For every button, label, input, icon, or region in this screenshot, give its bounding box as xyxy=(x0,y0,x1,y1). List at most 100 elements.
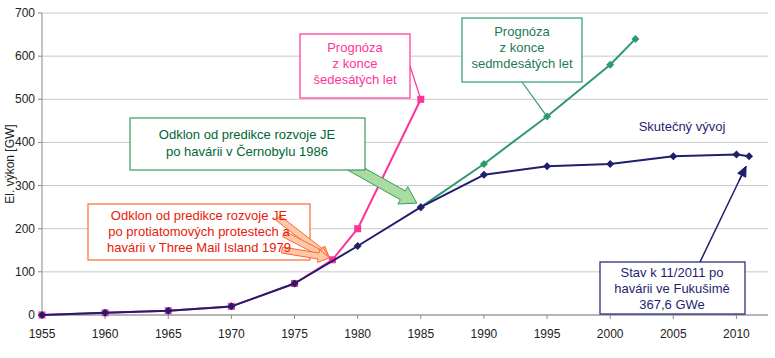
grid-line xyxy=(42,99,768,100)
marker xyxy=(480,171,488,179)
series-label-line: Prognóza xyxy=(327,40,383,55)
chart: 0 100 200 300 400 500 600 700 1955 1960 1965 1970 19… xyxy=(0,0,775,358)
series-label-line: z konce xyxy=(333,56,378,71)
marker xyxy=(543,162,551,170)
grid-line xyxy=(42,315,768,316)
y-tick-label: 400 xyxy=(15,135,35,149)
y-axis-label: El. výkon [GW] xyxy=(3,124,17,203)
series-label-line: sedmdesátých let xyxy=(471,56,573,71)
x-tick xyxy=(294,315,295,319)
x-tick xyxy=(420,315,421,319)
annotation-line: Odklon od predikce rozvoje JE xyxy=(159,127,336,142)
marker xyxy=(102,309,109,316)
annotation-line: po havárii v Černobylu 1986 xyxy=(166,144,328,159)
callout-connector xyxy=(522,82,547,117)
x-tick xyxy=(736,315,737,319)
marker xyxy=(38,311,46,319)
callout-connector xyxy=(700,166,746,262)
annotation: Odklon od predikce rozvoje JE po havárii … xyxy=(159,127,336,159)
series-label-line: Skutečný vývoj xyxy=(639,119,726,134)
x-tick-label: 1980 xyxy=(344,327,371,341)
callout-box xyxy=(462,18,582,82)
x-tick-label: 1985 xyxy=(407,327,434,341)
marker xyxy=(291,280,299,288)
y-tick xyxy=(38,13,42,14)
y-tick-label: 600 xyxy=(15,49,35,63)
series-label: Prognózaz koncesedmdesátých let xyxy=(471,24,573,71)
y-tick-label: 300 xyxy=(15,179,35,193)
y-tick xyxy=(38,142,42,143)
marker xyxy=(101,309,109,317)
x-tick xyxy=(610,315,611,319)
marker xyxy=(606,160,614,168)
marker xyxy=(165,307,172,314)
callout-box xyxy=(130,118,365,170)
y-tick-label: 500 xyxy=(15,92,35,106)
callout-box xyxy=(88,204,310,260)
marker xyxy=(354,225,361,232)
x-tick xyxy=(547,315,548,319)
grid-line xyxy=(42,13,768,14)
annotation-line: Odklon od predikce rozvoje JE xyxy=(111,208,288,223)
x-tick xyxy=(168,315,169,319)
y-axis xyxy=(42,13,43,315)
marker xyxy=(745,152,753,160)
x-tick-label: 1960 xyxy=(92,327,119,341)
y-tick-label: 0 xyxy=(28,308,35,322)
callout-box xyxy=(300,34,410,98)
plot-area xyxy=(38,35,753,319)
annotation-line: 367,6 GWe xyxy=(639,297,705,312)
x-tick-label: 1970 xyxy=(218,327,245,341)
annotation-line: Stav k 11/2011 po xyxy=(621,265,724,280)
callout-arrow xyxy=(738,166,746,181)
x-tick-label: 1990 xyxy=(471,327,498,341)
marker xyxy=(39,312,46,319)
marker xyxy=(480,160,488,168)
x-tick-label: 1955 xyxy=(29,327,56,341)
x-tick xyxy=(357,315,358,319)
y-tick xyxy=(38,56,42,57)
callout-box xyxy=(600,262,745,314)
marker xyxy=(417,203,425,211)
y-tick-label: 200 xyxy=(15,222,35,236)
x-tick-label: 2010 xyxy=(723,327,750,341)
y-tick xyxy=(38,271,42,272)
x-tick xyxy=(673,315,674,319)
marker xyxy=(631,35,639,43)
x-tick xyxy=(483,315,484,319)
y-tick xyxy=(38,99,42,100)
y-tick-label: 700 xyxy=(15,6,35,20)
series-line xyxy=(421,39,636,207)
marker xyxy=(228,303,235,310)
marker xyxy=(669,152,677,160)
series-line xyxy=(42,155,749,316)
annotation: Stav k 11/2011 pohavárii ve Fukušimě367,… xyxy=(614,265,730,312)
series-label-line: z konce xyxy=(500,40,545,55)
x-tick xyxy=(231,315,232,319)
x-tick-label: 1995 xyxy=(534,327,561,341)
annotation-line: havárii v Three Mail Island 1979 xyxy=(107,240,291,255)
annotation: Odklon od predikce rozvoje JEpo protiato… xyxy=(107,208,291,255)
series-label: Prognózaz koncešedesátých let xyxy=(313,40,396,87)
grid-line xyxy=(42,185,768,186)
marker xyxy=(732,151,740,159)
y-tick xyxy=(38,228,42,229)
marker xyxy=(606,61,614,69)
callout-connector xyxy=(410,66,421,99)
x-axis xyxy=(42,315,768,316)
x-tick-label: 2000 xyxy=(597,327,624,341)
x-tick-label: 1975 xyxy=(281,327,308,341)
series-label-line: šedesátých let xyxy=(313,72,396,87)
annotation-line: po protiatomových protestech a xyxy=(108,224,290,239)
y-tick-label: 100 xyxy=(15,265,35,279)
x-tick-label: 1965 xyxy=(155,327,182,341)
series-line xyxy=(42,99,421,315)
series-label-line: Prognóza xyxy=(494,24,550,39)
marker xyxy=(164,307,172,315)
annotation-line: havárii ve Fukušimě xyxy=(614,281,730,296)
y-tick xyxy=(38,185,42,186)
series-label: Skutečný vývoj xyxy=(639,119,726,134)
marker xyxy=(227,302,235,310)
x-tick-label: 2005 xyxy=(660,327,687,341)
marker xyxy=(354,242,362,250)
